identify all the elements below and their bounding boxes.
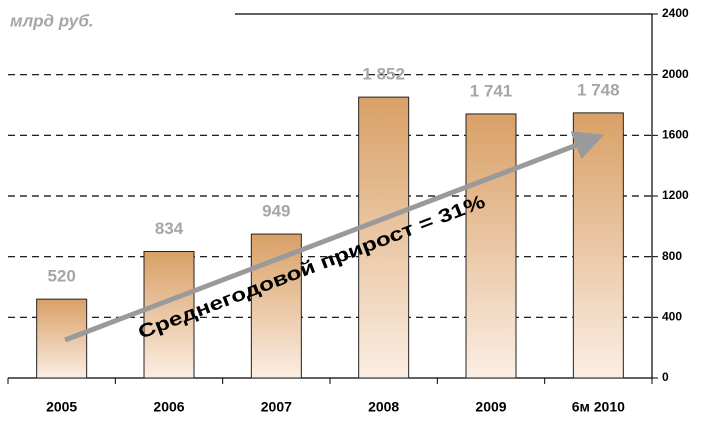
y-tick-label: 1200 <box>662 188 689 202</box>
y-tick-label: 400 <box>662 310 682 324</box>
x-tick-label: 2007 <box>261 399 292 415</box>
y-tick-label: 2000 <box>662 67 689 81</box>
y-tick-label: 800 <box>662 249 682 263</box>
x-tick-label: 2009 <box>475 399 506 415</box>
bar <box>465 113 517 379</box>
x-tick-label: 2008 <box>368 399 399 415</box>
value-label: 1 852 <box>362 65 405 84</box>
value-label: 949 <box>262 202 290 221</box>
value-label: 520 <box>47 267 75 286</box>
x-tick-label: 6м 2010 <box>572 399 625 415</box>
bar <box>143 251 195 379</box>
x-tick-label: 2006 <box>153 399 184 415</box>
value-label: 1 748 <box>577 80 620 99</box>
value-label: 1 741 <box>470 81 513 100</box>
x-tick-label: 2005 <box>46 399 77 415</box>
bar <box>250 233 302 379</box>
bar <box>358 96 410 379</box>
bar <box>572 112 624 379</box>
y-tick-label: 0 <box>662 370 669 384</box>
unit-label: млрд руб. <box>10 11 94 30</box>
trend-arrow <box>64 131 605 343</box>
y-tick-label: 1600 <box>662 128 689 142</box>
bar <box>36 298 88 379</box>
value-label: 834 <box>155 219 184 238</box>
y-tick-label: 2400 <box>662 6 689 20</box>
